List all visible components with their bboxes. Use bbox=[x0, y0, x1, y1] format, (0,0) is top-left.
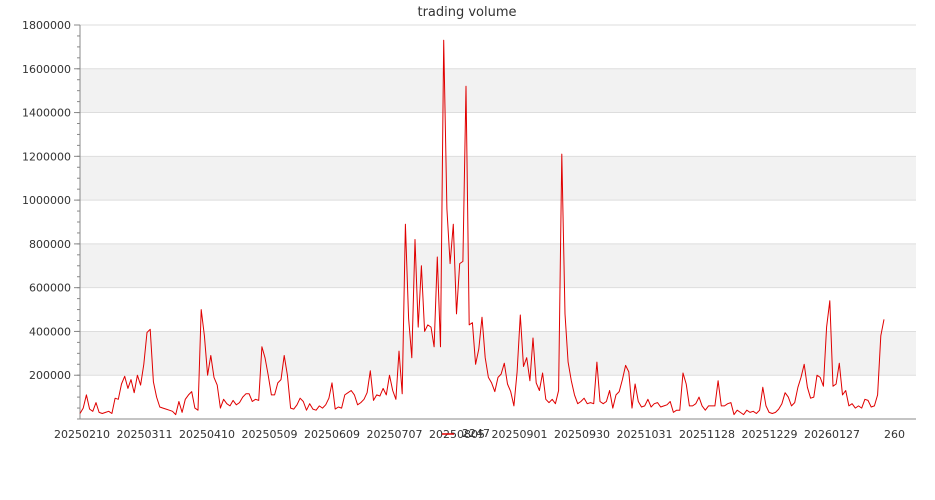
x-tick-label: 20251128 bbox=[679, 428, 735, 441]
x-tick-label: 20250707 bbox=[367, 428, 423, 441]
x-tick-label: 260 bbox=[884, 428, 905, 441]
y-axis-ticks: 200000 400000 600000 800000 1000000 1200000 14… bbox=[22, 19, 80, 420]
x-tick-label: 20250901 bbox=[492, 428, 548, 441]
y-tick-label: 600000 bbox=[29, 282, 71, 295]
x-tick-label: 20250509 bbox=[242, 428, 298, 441]
y-tick-label: 1800000 bbox=[22, 19, 71, 32]
grid-lines bbox=[80, 24, 916, 376]
x-tick-label: 20251031 bbox=[617, 428, 673, 441]
x-tick-label: 20251229 bbox=[742, 428, 798, 441]
y-tick-label: 1400000 bbox=[22, 107, 71, 120]
x-tick-label: 20260127 bbox=[804, 428, 860, 441]
x-tick-label: 20250311 bbox=[117, 428, 173, 441]
x-tick-label: 20250805 bbox=[429, 428, 485, 441]
y-tick-label: 1000000 bbox=[22, 194, 71, 207]
y-tick-label: 200000 bbox=[29, 369, 71, 382]
x-tick-label: 20250410 bbox=[179, 428, 235, 441]
grid-band bbox=[80, 243, 916, 288]
x-tick-label: 20250930 bbox=[554, 428, 610, 441]
grid-bands bbox=[80, 68, 916, 376]
legend: 2247 bbox=[442, 427, 490, 440]
series-line bbox=[79, 39, 885, 416]
chart-title: trading volume bbox=[417, 5, 516, 20]
grid-band bbox=[80, 331, 916, 376]
y-tick-label: 1200000 bbox=[22, 150, 71, 163]
grid-band bbox=[80, 156, 916, 201]
x-axis-ticks: 20250210 20250311 20250410 20250509 20250609… bbox=[54, 428, 905, 441]
series-layer bbox=[79, 39, 885, 416]
x-tick-label: 20250210 bbox=[54, 428, 110, 441]
y-tick-label: 400000 bbox=[29, 325, 71, 338]
grid-band bbox=[80, 68, 916, 113]
y-tick-label: 800000 bbox=[29, 238, 71, 251]
legend-label: 2247 bbox=[462, 427, 490, 440]
y-tick-label: 1600000 bbox=[22, 63, 71, 76]
x-tick-label: 20250609 bbox=[304, 428, 360, 441]
